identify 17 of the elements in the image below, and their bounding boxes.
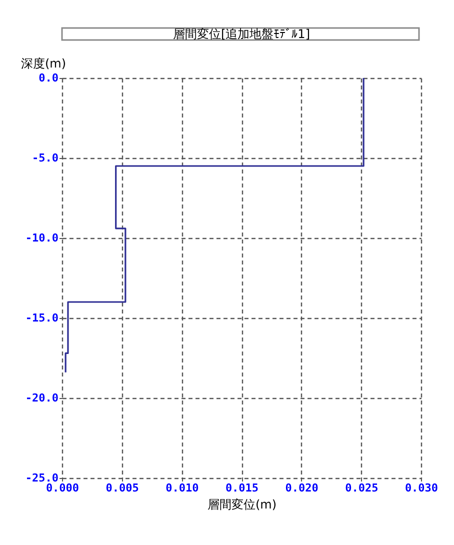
x-axis-title: 層間変位(m) xyxy=(207,498,277,512)
x-tick-label: 0.020 xyxy=(285,482,318,494)
x-tick-label: 0.030 xyxy=(404,482,438,494)
line-series xyxy=(64,78,364,374)
x-tick-label: 0.015 xyxy=(225,482,259,494)
y-tick-label: -20.0 xyxy=(25,392,58,404)
x-tick-label: 0.010 xyxy=(166,482,199,494)
y-tick-label: -15.0 xyxy=(25,312,58,324)
x-tick-label: 0.000 xyxy=(46,482,80,494)
y-tick-label: -25.0 xyxy=(25,472,58,484)
y-axis-title: 深度(m) xyxy=(20,56,66,70)
y-tick-label: -10.0 xyxy=(25,232,58,244)
x-tick-label: 0.025 xyxy=(345,482,378,494)
x-tick-label: 0.005 xyxy=(106,482,139,494)
y-tick-label: -5.0 xyxy=(32,152,58,164)
y-tick-label: 0.0 xyxy=(38,72,58,84)
chart-title: 層間変位[追加地盤ﾓﾃﾞﾙ1] xyxy=(173,27,310,41)
